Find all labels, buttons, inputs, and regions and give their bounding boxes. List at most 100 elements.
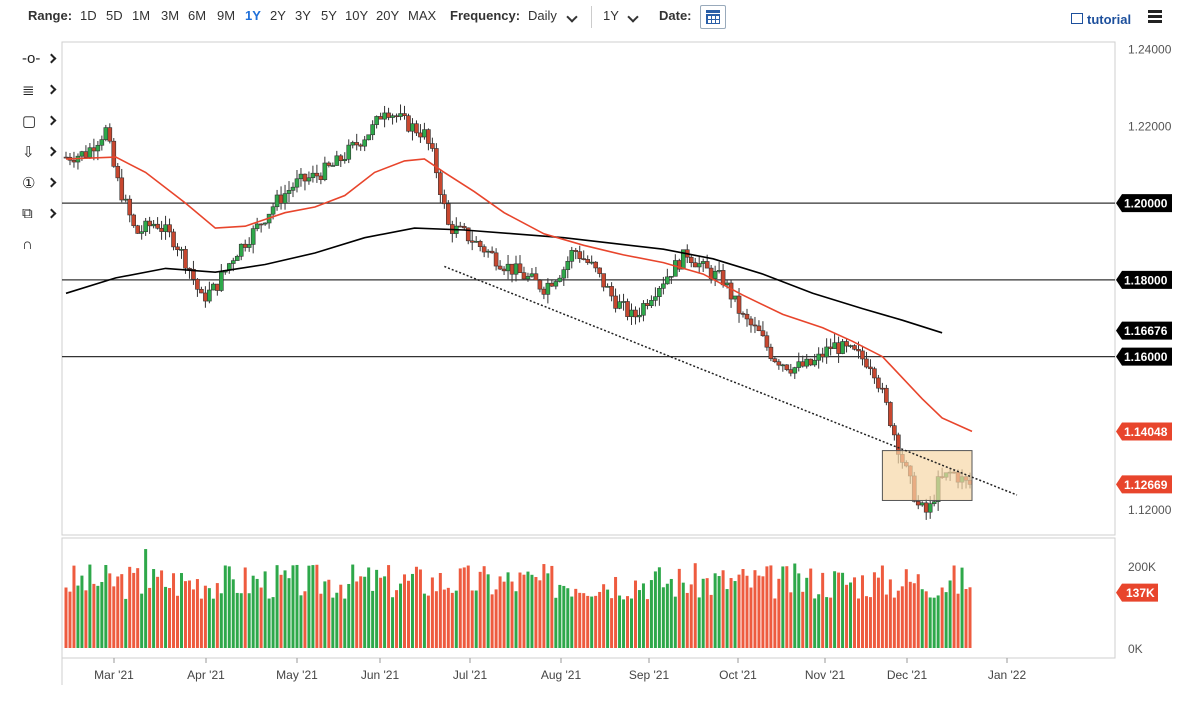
volume-bar <box>406 580 410 648</box>
candle-body <box>406 115 411 132</box>
candle-body <box>394 115 399 118</box>
candle-body <box>390 115 395 118</box>
candle-body <box>633 309 638 318</box>
calendar-icon[interactable] <box>700 5 726 29</box>
range-button-3y[interactable]: 3Y <box>295 8 311 23</box>
volume-bar <box>944 592 948 648</box>
candle-body <box>780 364 786 367</box>
fib-tool[interactable]: ⧉ <box>22 205 57 227</box>
volume-bar <box>701 578 705 648</box>
volume-bar <box>271 597 275 648</box>
volume-bar <box>888 579 892 648</box>
range-button-1d[interactable]: 1D <box>80 8 97 23</box>
menu-icon[interactable] <box>1148 10 1162 23</box>
range-button-1m[interactable]: 1M <box>132 8 151 23</box>
fast-ma-line <box>65 156 973 433</box>
film-icon[interactable] <box>1071 13 1083 24</box>
candle-body <box>736 295 742 314</box>
volume-bar <box>653 571 657 648</box>
volume-bar <box>797 573 801 648</box>
candle-body <box>525 276 531 280</box>
volume-bar <box>518 572 522 648</box>
volume-bar <box>952 565 956 648</box>
range-button-20y[interactable]: 20Y <box>376 8 400 23</box>
candle-body <box>151 223 156 227</box>
volume-bar <box>136 568 140 648</box>
volume-bar <box>80 575 84 648</box>
candle-body <box>549 282 555 287</box>
frequency-select[interactable]: Daily <box>528 8 557 23</box>
candle-body <box>219 271 224 291</box>
volume-bar <box>721 570 725 648</box>
candle-body <box>159 227 164 232</box>
shape-tool[interactable]: ▢ <box>22 112 57 134</box>
volume-bar <box>821 572 825 648</box>
candle-body <box>848 345 853 347</box>
range-button-3m[interactable]: 3M <box>161 8 180 23</box>
magnet-tool[interactable]: ∩ <box>22 236 56 258</box>
volume-bar <box>207 588 211 648</box>
crosshair-tool[interactable]: -o- <box>22 50 57 72</box>
price-tick-label: 1.22000 <box>1128 119 1172 133</box>
range-button-2y[interactable]: 2Y <box>270 8 286 23</box>
volume-bar <box>267 598 271 648</box>
candle-body <box>207 289 212 302</box>
candle-body <box>346 144 352 160</box>
volume-bar <box>920 589 924 648</box>
volume-bar <box>968 587 972 648</box>
volume-bar <box>673 596 677 648</box>
volume-bar <box>765 566 769 648</box>
candle-body <box>187 267 192 270</box>
volume-bar <box>96 585 100 648</box>
candle-body <box>107 127 113 142</box>
counter-tool[interactable]: ① <box>22 174 57 196</box>
range-button-9m[interactable]: 9M <box>217 8 236 23</box>
time-axis-label: Dec '21 <box>887 668 928 682</box>
period-select[interactable]: 1Y <box>603 8 619 23</box>
candle-body <box>573 250 579 252</box>
volume-bar <box>410 573 414 648</box>
candle-body <box>71 159 77 163</box>
candle-body <box>541 288 547 295</box>
candle-body <box>800 361 806 367</box>
candle-body <box>294 178 300 188</box>
volume-badge-label: 137K <box>1126 586 1155 600</box>
candle-body <box>350 142 356 146</box>
range-button-6m[interactable]: 6M <box>188 8 207 23</box>
volume-bar <box>295 564 299 648</box>
volume-bar <box>120 574 124 648</box>
candle-body <box>872 368 877 379</box>
candle-body <box>414 123 419 134</box>
trendline-tool[interactable]: ≣ <box>22 81 57 103</box>
volume-bar <box>729 578 733 648</box>
volume-bar <box>749 587 753 648</box>
range-button-1y[interactable]: 1Y <box>245 8 261 23</box>
candle-body <box>744 313 750 320</box>
volume-bar <box>76 585 80 648</box>
volume-bar <box>303 591 307 648</box>
candle-body <box>700 261 706 264</box>
volume-bar <box>422 593 426 648</box>
toolbar-divider <box>591 6 592 28</box>
volume-bar <box>900 586 904 648</box>
candle-body <box>601 273 606 288</box>
range-button-10y[interactable]: 10Y <box>345 8 369 23</box>
volume-bar <box>717 576 721 648</box>
candle-body <box>657 288 662 297</box>
range-button-5y[interactable]: 5Y <box>321 8 337 23</box>
volume-bar <box>239 593 243 648</box>
candle-body <box>613 295 618 309</box>
time-axis-label: May '21 <box>276 668 318 682</box>
price-badge: 1.16676 <box>1116 321 1172 340</box>
arrow-tool[interactable]: ⇩ <box>22 143 57 165</box>
range-button-5d[interactable]: 5D <box>106 8 123 23</box>
candle-body <box>342 158 348 162</box>
tutorial-link[interactable]: tutorial <box>1087 12 1132 27</box>
volume-bar <box>530 574 534 648</box>
range-button-max[interactable]: MAX <box>408 8 437 23</box>
volume-bar <box>864 596 868 648</box>
candle-body <box>143 220 148 233</box>
candle-body <box>95 144 101 152</box>
volume-bar <box>813 598 817 648</box>
